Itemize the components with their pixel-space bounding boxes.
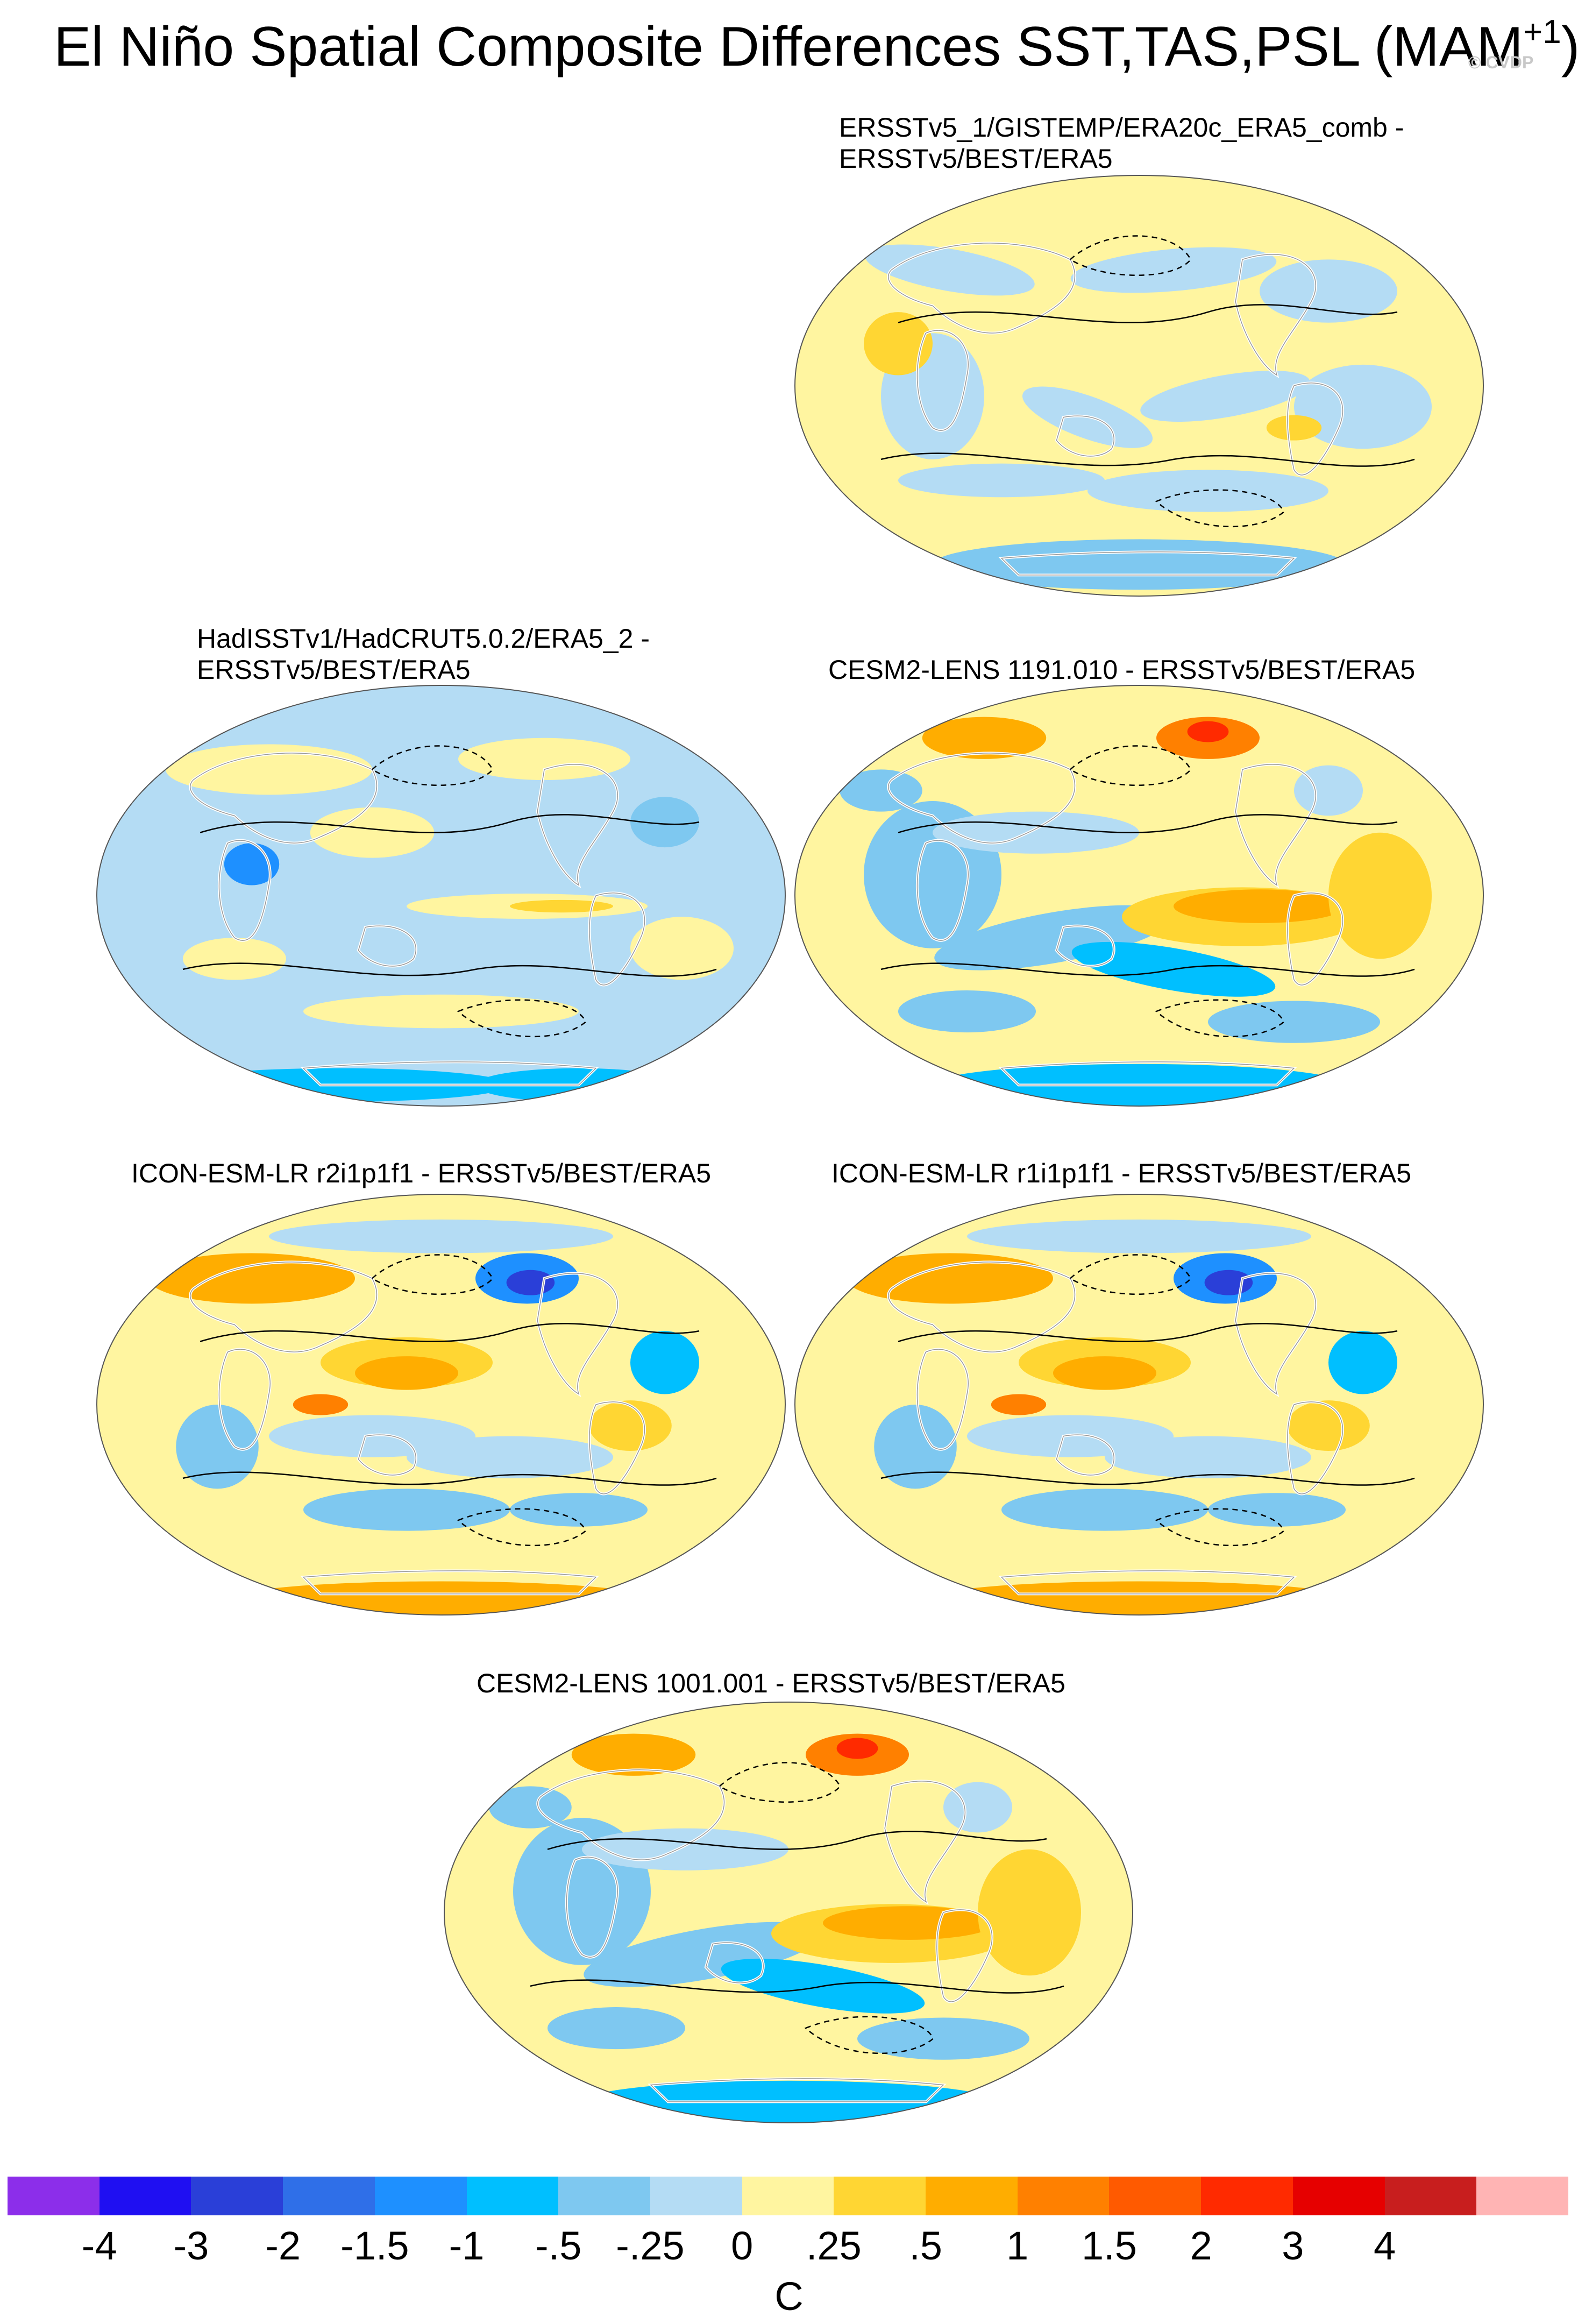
panel-title-3-line1: CESM2-LENS 1191.010 - ERSSTv5/BEST/ERA5 [828,655,1416,685]
map-outline [444,1702,1133,2123]
panel-title-6: CESM2-LENS 1001.001 - ERSSTv5/BEST/ERA5 [477,1668,1065,1699]
colorbar-box [283,2177,375,2215]
colorbar-tick-label: 1.5 [1082,2223,1137,2268]
colorbar-tick-label: -.5 [535,2223,582,2268]
colorbar-box [1201,2177,1293,2215]
colorbar-box [834,2177,926,2215]
panel-title-5-line1: ICON-ESM-LR r1i1p1f1 - ERSSTv5/BEST/ERA5 [831,1158,1412,1188]
colorbar-tick-label: -.25 [616,2223,685,2268]
colorbar-tick-label: -1.5 [340,2223,409,2268]
map-panel-2 [95,683,787,1108]
psl-contour [182,962,717,977]
psl-contour [182,1471,717,1486]
colorbar-box [191,2177,283,2215]
map-svg [444,1702,1133,2123]
colorbar-box [1292,2177,1385,2215]
colorbar-box [1017,2177,1110,2215]
psl-contour [530,1979,1064,1994]
colorbar-box [8,2177,99,2215]
map-panel-3 [793,683,1485,1108]
map-outline [794,175,1484,597]
panel-title-2-line2: ERSSTv5/BEST/ERA5 [197,655,471,685]
panel-title-1-line2: ERSSTv5/BEST/ERA5 [839,144,1113,174]
panel-title-5: ICON-ESM-LR r1i1p1f1 - ERSSTv5/BEST/ERA5 [831,1158,1411,1189]
panel-title-6-line1: CESM2-LENS 1001.001 - ERSSTv5/BEST/ERA5 [477,1668,1065,1698]
map-svg [794,175,1484,597]
psl-contour [1155,489,1285,528]
map-svg [794,685,1484,1107]
map-svg [794,1194,1484,1616]
colorbar-box [650,2177,742,2215]
colorbar-tick-label: 4 [1374,2223,1396,2268]
psl-contour [880,962,1415,977]
colorbar-tick-label: 2 [1190,2223,1212,2268]
colorbar-box [99,2177,191,2215]
panel-title-2: HadISSTv1/HadCRUT5.0.2/ERA5_2 - ERSSTv5/… [197,623,650,685]
colorbar-box [374,2177,467,2215]
colorbar-tick-label: -4 [81,2223,117,2268]
sst-shading [444,1702,1133,2123]
psl-contour [1155,1508,1285,1547]
map-panel-5 [793,1192,1485,1617]
map-outline [794,685,1484,1107]
colorbar-box [466,2177,559,2215]
sst-shading [795,1194,1483,1615]
map-panel-6 [442,1700,1135,2125]
map-panel-4 [95,1192,787,1617]
psl-contour [898,814,1398,833]
map-svg [96,685,786,1107]
colorbar-box [742,2177,834,2215]
psl-contour [457,999,587,1038]
colorbar-tick-label: 1 [1006,2223,1029,2268]
psl-contour [371,1254,494,1295]
psl-contour [547,1831,1047,1850]
psl-contour [880,452,1415,467]
panel-title-4-line1: ICON-ESM-LR r2i1p1f1 - ERSSTv5/BEST/ERA5 [131,1158,712,1188]
colorbar-tick-label: 3 [1282,2223,1304,2268]
colorbar-box [1476,2177,1568,2215]
sst-shading [97,685,785,1106]
figure-title: El Niño Spatial Composite Differences SS… [54,13,1578,78]
psl-contour [371,745,494,786]
colorbar-tick-label: .25 [806,2223,862,2268]
psl-contour [200,814,700,833]
psl-contour [200,1323,700,1342]
map-outline [96,685,786,1107]
panel-title-3: CESM2-LENS 1191.010 - ERSSTv5/BEST/ERA5 [828,654,1415,685]
psl-contour [1069,745,1192,786]
psl-contour [898,304,1398,323]
watermark: © CVDP [1468,53,1534,72]
sst-shading [795,685,1483,1106]
sst-shading [795,175,1483,596]
psl-contour [804,2016,934,2054]
psl-contour [880,1471,1415,1486]
colorbar-tick-label: -1 [449,2223,485,2268]
psl-contour [718,1762,841,1803]
sst-shading [97,1194,785,1615]
colorbar-box [926,2177,1018,2215]
map-outline [794,1194,1484,1616]
psl-contour [1069,1254,1192,1295]
colorbar-tick-label: -2 [265,2223,301,2268]
colorbar-tick-label: 0 [731,2223,754,2268]
panel-title-1-line1: ERSSTv5_1/GISTEMP/ERA20c_ERA5_comb - [839,112,1404,143]
colorbar-tick-label: .5 [909,2223,942,2268]
colorbar-units: C [774,2274,804,2319]
psl-contour [1155,999,1285,1038]
colorbar-box [558,2177,650,2215]
psl-contour [1069,235,1192,276]
psl-contour [457,1508,587,1547]
map-outline [96,1194,786,1616]
panel-title-2-line1: HadISSTv1/HadCRUT5.0.2/ERA5_2 - [197,623,650,654]
colorbar [8,2177,1568,2215]
colorbar-box [1384,2177,1477,2215]
colorbar-box [1109,2177,1202,2215]
psl-contour [898,1323,1398,1342]
panel-title-4: ICON-ESM-LR r2i1p1f1 - ERSSTv5/BEST/ERA5 [131,1158,711,1189]
panel-title-1: ERSSTv5_1/GISTEMP/ERA20c_ERA5_comb - ERS… [839,112,1404,174]
colorbar-tick-label: -3 [173,2223,209,2268]
map-svg [96,1194,786,1616]
map-panel-1 [793,173,1485,598]
